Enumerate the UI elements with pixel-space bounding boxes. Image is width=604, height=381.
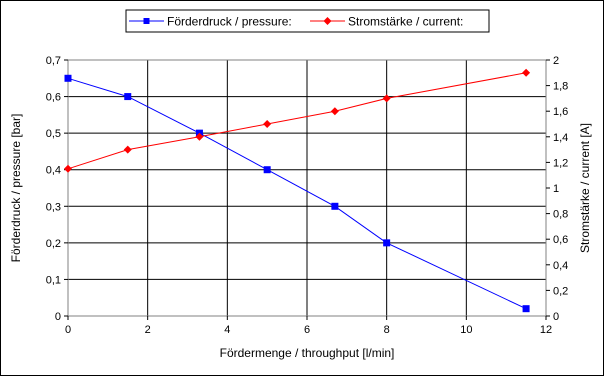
y-axis-left: 0 0,1 0,2 0,3 0,4 0,5 0,6 0,7 (46, 55, 68, 323)
y-tick-label: 0,6 (46, 92, 61, 104)
y-tick-label: 0,2 (46, 238, 61, 250)
x-tick-label: 4 (224, 324, 230, 336)
data-point-pressure (383, 239, 391, 247)
legend-label-pressure: Förderdruck / pressure: (167, 15, 292, 29)
y2-axis-label: Stromstärke / current [A] (578, 123, 592, 253)
grid (68, 60, 546, 316)
x-tick-label: 6 (304, 324, 310, 336)
x-axis-label: Fördermenge / throughput [l/min] (220, 346, 395, 360)
data-point-current (522, 68, 531, 77)
data-point-pressure (64, 74, 72, 82)
legend-marker-pressure (143, 18, 150, 24)
x-tick-label: 10 (460, 324, 472, 336)
y2-tick-label: 1,2 (553, 157, 568, 169)
x-tick-label: 12 (540, 324, 552, 336)
legend-marker-current (323, 17, 332, 25)
y-tick-label: 0,7 (46, 55, 61, 67)
y-tick-label: 0,4 (46, 165, 61, 177)
y2-tick-label: 1,4 (553, 132, 568, 144)
legend-box (125, 9, 490, 33)
y-axis-right: 0 0,2 0,4 0,6 0,8 1 1,2 1,4 1,6 1,8 2 (546, 55, 568, 323)
y2-tick-label: 2 (553, 55, 559, 67)
y2-tick-label: 1,8 (553, 81, 568, 93)
y-tick-label: 0,1 (46, 274, 61, 286)
data-point-current (123, 145, 132, 154)
y2-tick-label: 1,6 (553, 106, 568, 118)
legend: Förderdruck / pressure: Stromstärke / cu… (125, 9, 490, 33)
data-point-current (195, 132, 204, 141)
y2-tick-label: 0,6 (553, 234, 568, 246)
data-point-current (263, 120, 272, 128)
data-point-pressure (522, 305, 530, 313)
data-point-current (330, 107, 339, 116)
x-tick-label: 2 (145, 324, 151, 336)
x-tick-label: 0 (65, 324, 71, 336)
data-point-pressure (124, 93, 132, 101)
y-tick-label: 0,3 (46, 201, 61, 213)
data-point-current (382, 94, 391, 103)
y2-tick-label: 0,2 (553, 285, 568, 297)
x-tick-label: 8 (384, 324, 390, 336)
data-point-pressure (331, 202, 339, 210)
y2-tick-label: 1 (553, 183, 559, 195)
y-tick-label: 0 (55, 311, 61, 323)
legend-label-current: Stromstärke / current: (348, 15, 463, 29)
y-tick-label: 0,5 (46, 128, 61, 140)
series-layer (64, 68, 531, 313)
data-point-pressure (263, 166, 271, 174)
y2-tick-label: 0 (553, 311, 559, 323)
y-axis-label: Förderdruck / pressure [bar] (9, 114, 23, 263)
data-point-current (64, 164, 72, 173)
y2-tick-label: 0,4 (553, 260, 568, 272)
x-axis: 0 2 4 6 8 10 12 (65, 316, 552, 336)
y2-tick-label: 0,8 (553, 209, 568, 221)
